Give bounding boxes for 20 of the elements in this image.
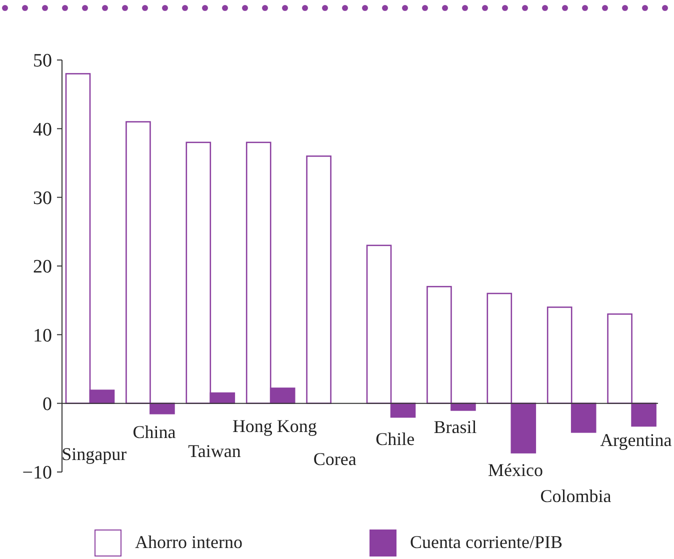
x-tick-label: China — [132, 422, 176, 442]
x-tick-label: Brasil — [434, 417, 477, 437]
x-tick-label: Corea — [313, 449, 356, 469]
y-tick-label: −10 — [22, 462, 52, 484]
x-tick-label: México — [488, 460, 543, 480]
y-tick-label: 40 — [33, 119, 52, 140]
x-tick-label: Hong Kong — [232, 416, 317, 436]
x-tick-label: Chile — [376, 429, 415, 449]
y-tick-label: 50 — [33, 50, 52, 72]
bar — [306, 155, 332, 404]
legend-label: Cuenta corriente/PIB — [410, 532, 562, 552]
y-tick-label: 30 — [33, 188, 52, 209]
y-tick-label: 0 — [42, 394, 52, 415]
x-tick-label: Taiwan — [188, 441, 241, 461]
x-tick-label: Singapur — [62, 444, 127, 464]
legend-label: Ahorro interno — [135, 532, 242, 552]
y-tick-label: 10 — [33, 325, 52, 346]
y-tick-label: 20 — [33, 256, 52, 278]
x-tick-label: Argentina — [600, 430, 672, 450]
x-tick-label: Colombia — [540, 486, 612, 506]
